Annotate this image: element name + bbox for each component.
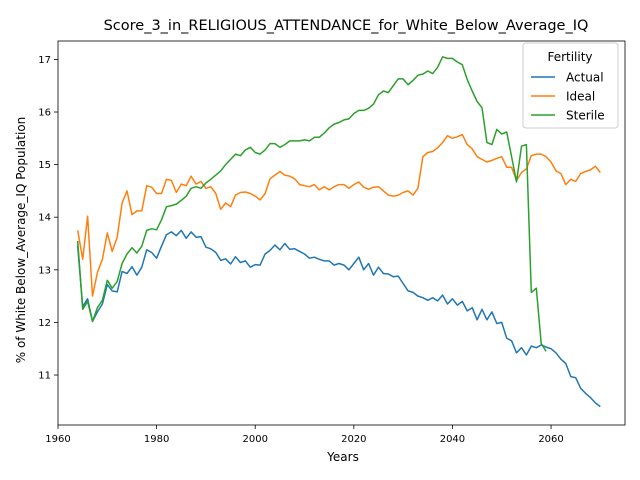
legend-label-actual: Actual	[566, 71, 604, 85]
x-axis-ticks: 1960 1980 2000 2020 2040 2060	[45, 425, 564, 445]
chart-title: Score_3_in_RELIGIOUS_ATTENDANCE_for_Whit…	[104, 18, 589, 34]
series-line-ideal	[76, 133, 601, 297]
legend-label-sterile: Sterile	[566, 109, 605, 123]
x-tick-label-1980: 1980	[144, 434, 169, 445]
x-tick-label-2020: 2020	[341, 434, 366, 445]
legend: Fertility Actual Ideal Sterile	[522, 42, 619, 129]
y-tick-label-12: 12	[38, 318, 51, 329]
y-tick-label-14: 14	[38, 213, 51, 224]
plot-marks	[76, 56, 601, 408]
y-axis-label: % of White Below_Average_IQ Population	[14, 117, 28, 364]
x-tick-label-2040: 2040	[440, 434, 465, 445]
x-tick-label-2060: 2060	[538, 434, 563, 445]
series-line-actual	[76, 229, 601, 408]
y-axis-ticks: 11 12 13 14 15 16 17	[38, 55, 58, 382]
x-tick-label-1960: 1960	[45, 434, 70, 445]
legend-box	[522, 42, 619, 129]
y-tick-label-16: 16	[38, 108, 51, 119]
plot-frame	[57, 40, 626, 426]
y-tick-label-11: 11	[38, 371, 51, 382]
legend-label-ideal: Ideal	[566, 90, 595, 104]
series-line-sterile	[76, 56, 547, 352]
legend-items: Actual Ideal Sterile	[531, 71, 605, 123]
legend-title: Fertility	[547, 50, 592, 64]
y-tick-label-17: 17	[38, 55, 51, 66]
x-tick-label-2000: 2000	[242, 434, 267, 445]
y-tick-label-15: 15	[38, 160, 51, 171]
x-axis-label: Years	[326, 450, 359, 464]
y-tick-label-13: 13	[38, 265, 51, 276]
